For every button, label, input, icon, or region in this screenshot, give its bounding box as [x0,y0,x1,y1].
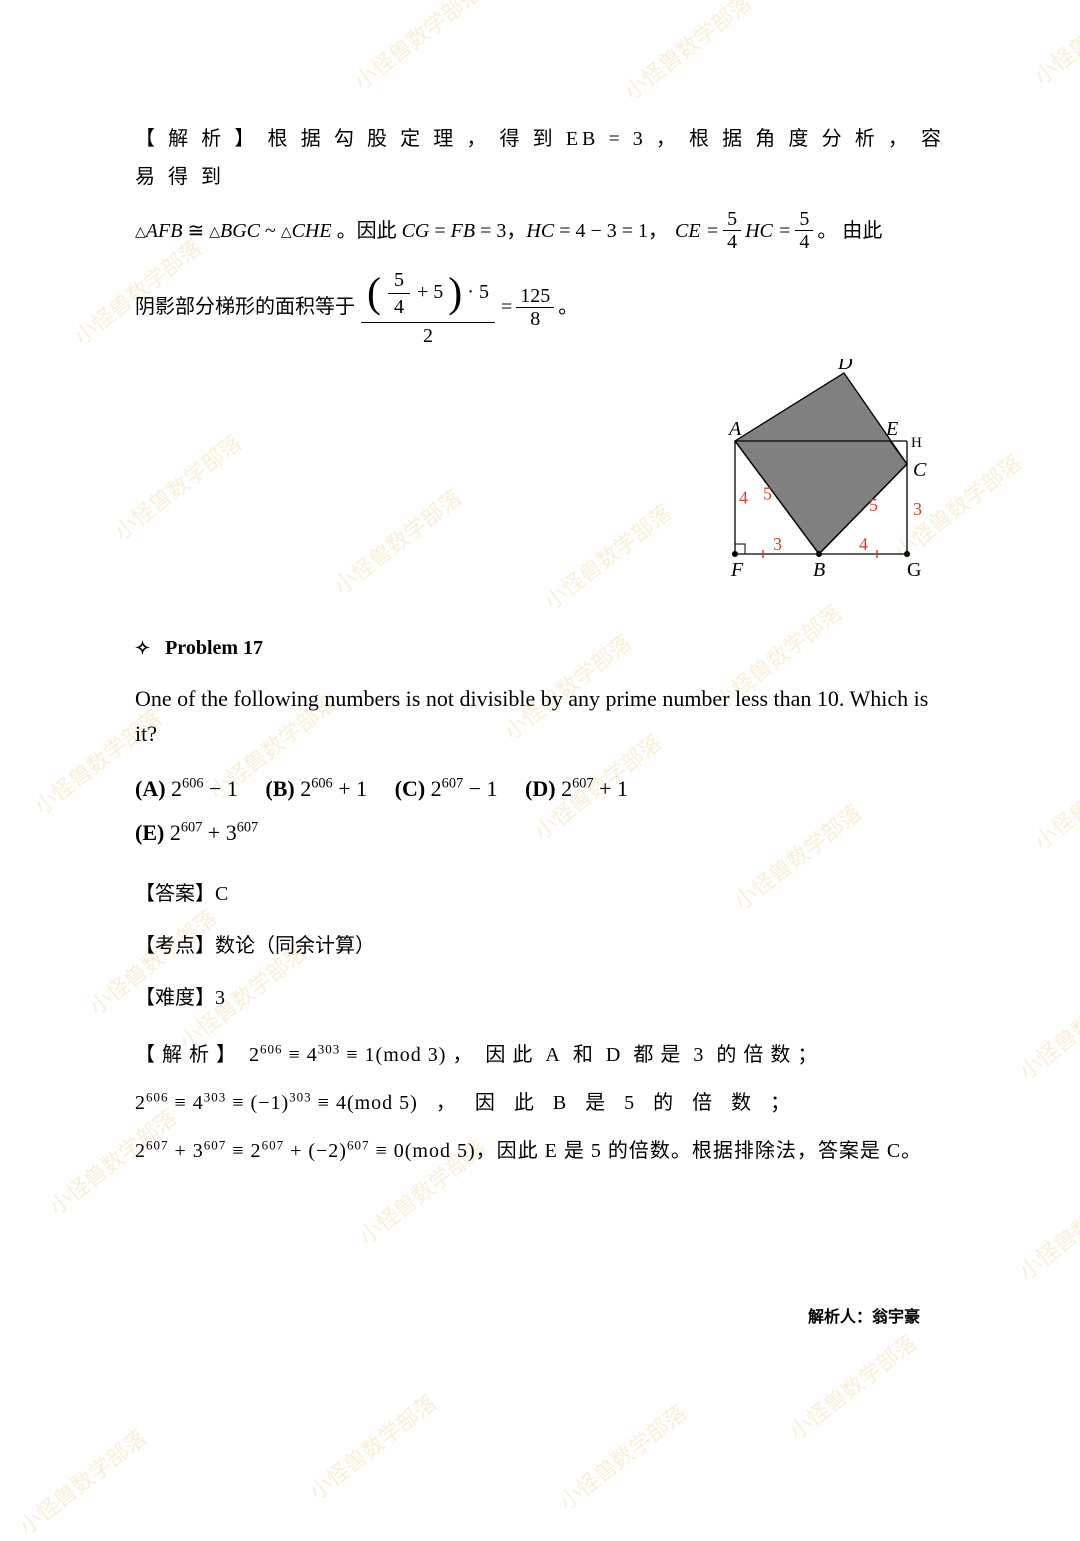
svg-text:4: 4 [859,534,868,554]
options: (A) 2606 − 1 (B) 2606 + 1 (C) 2607 − 1 (… [135,767,945,855]
footer-author: 解析人：翁宇豪 [808,1303,920,1327]
svg-text:A: A [727,418,742,440]
geometry-diagram: ADEHCFBG434553 [655,359,945,599]
diagram-container: ADEHCFBG434553 [135,359,945,599]
solution-line3: 阴影部分梯形的面积等于 ( 5 4 + 5 ) · 5 2 = 125 8 。 [135,265,945,349]
svg-text:F: F [730,559,744,581]
problem-text: One of the following numbers is not divi… [135,681,945,751]
svg-text:5: 5 [869,495,878,515]
svg-text:4: 4 [739,488,748,508]
page: 【 解 析 】 根 据 勾 股 定 理 ， 得 到 EB = 3 ， 根 据 角… [0,0,1080,1527]
svg-text:5: 5 [763,484,772,504]
svg-text:B: B [813,559,825,581]
svg-text:3: 3 [773,534,782,554]
difficulty-row: 【难度】3 [135,979,945,1017]
svg-text:C: C [913,459,927,481]
solution-block: 【 解 析 】 2606 ≡ 4303 ≡ 1(mod 3) ， 因 此 A 和… [135,1031,945,1175]
problem-header: ✧ Problem 17 [135,629,945,667]
svg-text:E: E [885,418,898,440]
answer-row: 【答案】C [135,875,945,913]
topic-row: 【考点】数论（同余计算） [135,927,945,965]
svg-text:H: H [911,435,922,451]
svg-text:G: G [907,559,921,581]
diamond-icon: ✧ [135,638,150,658]
svg-text:D: D [837,359,853,374]
solution-line1: 【 解 析 】 根 据 勾 股 定 理 ， 得 到 EB = 3 ， 根 据 角… [135,120,945,196]
solution-line2: △AFB ≅ △BGC ~ △CHE 。因此 CG = FB = 3，HC = … [135,208,945,253]
svg-text:3: 3 [913,499,922,519]
